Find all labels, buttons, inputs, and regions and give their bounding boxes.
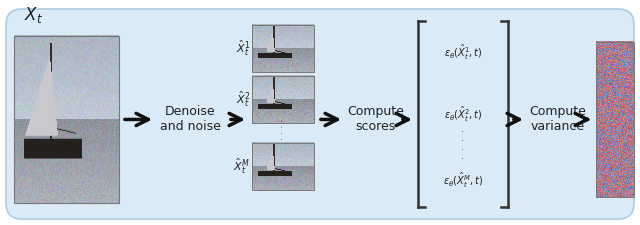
Bar <box>252 76 314 123</box>
Bar <box>252 143 314 191</box>
FancyBboxPatch shape <box>6 9 634 219</box>
Text: $\hat{X}_t^1$: $\hat{X}_t^1$ <box>236 39 250 58</box>
Text: $\hat{X}_t^2$: $\hat{X}_t^2$ <box>236 90 250 109</box>
Bar <box>14 36 119 203</box>
Text: Denoise
and noise: Denoise and noise <box>160 106 221 133</box>
Text: Compute
variance: Compute variance <box>529 106 586 133</box>
Text: ·
·
·
·: · · · · <box>461 127 465 164</box>
Text: $\hat{X}_t^M$: $\hat{X}_t^M$ <box>234 157 250 176</box>
Bar <box>596 42 634 197</box>
Text: Compute
scores: Compute scores <box>347 106 404 133</box>
Text: $\varepsilon_\theta(\hat{X}_t^2, t)$: $\varepsilon_\theta(\hat{X}_t^2, t)$ <box>444 105 483 124</box>
Text: $\varepsilon_\theta(\hat{X}_t^1, t)$: $\varepsilon_\theta(\hat{X}_t^1, t)$ <box>444 43 483 62</box>
Bar <box>252 25 314 72</box>
Text: · · · ·: · · · · <box>278 119 288 140</box>
Text: $\varepsilon_\theta(\hat{X}_t^M, t)$: $\varepsilon_\theta(\hat{X}_t^M, t)$ <box>443 171 483 190</box>
Text: $X_t$: $X_t$ <box>24 5 43 25</box>
